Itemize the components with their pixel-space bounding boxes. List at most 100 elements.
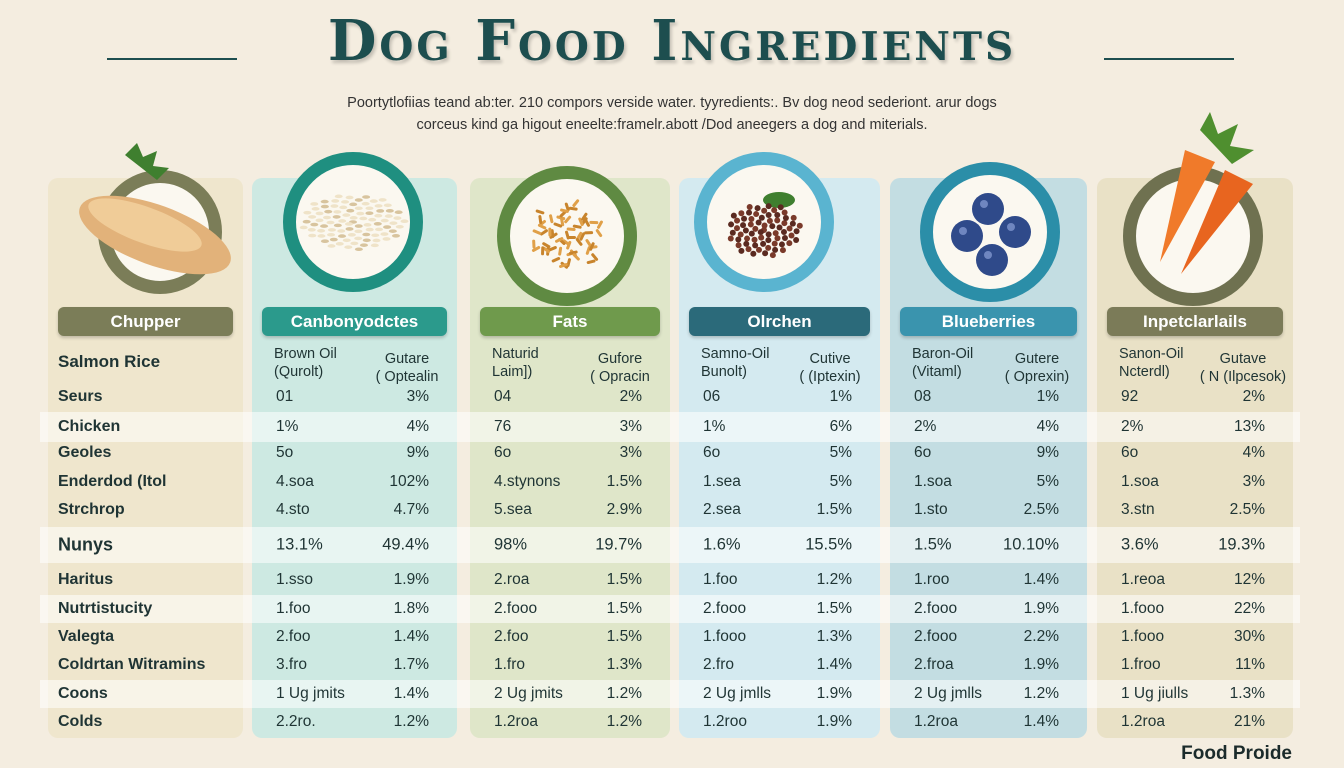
blueberries-icon: [951, 193, 1031, 276]
percent-cell: 1%: [829, 388, 852, 405]
value-cell: 1.5%: [914, 535, 952, 554]
value-cell: 1.sto: [914, 501, 948, 518]
value-cell: 1.6%: [703, 535, 741, 554]
column-header-right: Cutive ( (Iptexin): [785, 350, 875, 386]
header-line: ( Optealin: [375, 369, 439, 385]
row-label: Seurs: [58, 388, 103, 405]
percent-cell: 2.5%: [1229, 501, 1265, 518]
value-cell: 98%: [494, 535, 528, 554]
value-cell: 1.soa: [914, 473, 952, 490]
row-label: Nutrtistucity: [58, 600, 153, 617]
percent-cell: 2%: [1242, 388, 1265, 405]
percent-cell: 3%: [406, 388, 429, 405]
value-cell: 04: [494, 388, 512, 405]
percent-cell: 1.2%: [816, 571, 852, 588]
category-label-3: Olrchen: [689, 307, 870, 336]
percent-cell: 49.4%: [382, 535, 429, 554]
value-cell: 2.roa: [494, 571, 530, 588]
header-line: Gufore: [597, 351, 643, 367]
category-label-4: Blueberries: [900, 307, 1077, 336]
percent-cell: 2.5%: [1023, 501, 1059, 518]
percent-cell: 1.2%: [1023, 685, 1059, 702]
percent-cell: 4%: [1036, 418, 1059, 435]
value-cell: 6o: [703, 444, 721, 461]
header-line: Gutave: [1219, 351, 1267, 367]
percent-cell: 4%: [1242, 444, 1265, 461]
row-label: Enderdod (Itol: [58, 473, 167, 490]
value-cell: 2 Ug jmlls: [703, 685, 772, 702]
value-cell: 2.fooo: [703, 600, 747, 617]
value-cell: 1%: [276, 418, 299, 435]
value-cell: 5.sea: [494, 501, 532, 518]
value-cell: 1.reoa: [1121, 571, 1165, 588]
value-cell: 3.6%: [1121, 535, 1159, 554]
value-cell: 1.soa: [1121, 473, 1159, 490]
column-header-right: Gufore ( Opracin: [575, 350, 665, 386]
percent-cell: 4%: [406, 418, 429, 435]
percent-cell: 1.3%: [816, 628, 852, 645]
percent-cell: 1%: [1036, 388, 1059, 405]
header-line: Bunolt): [701, 364, 747, 380]
row-highlight-band: [40, 527, 1300, 563]
percent-cell: 1.5%: [816, 501, 852, 518]
value-cell: 1.froo: [1121, 656, 1161, 673]
category-label-0: Chupper: [58, 307, 233, 336]
value-cell: 1.foo: [276, 600, 311, 617]
percent-cell: 102%: [389, 473, 429, 490]
percent-cell: 1.9%: [816, 713, 852, 730]
row-label: Salmon Rice: [58, 352, 161, 371]
row-label: Chicken: [58, 418, 121, 435]
value-cell: 2.foo: [276, 628, 311, 645]
column-header-left: Naturid Laim]): [492, 345, 539, 381]
percent-cell: 15.5%: [805, 535, 852, 554]
category-label-2: Fats: [480, 307, 660, 336]
percent-cell: 1.7%: [393, 656, 429, 673]
percent-cell: 19.3%: [1218, 535, 1265, 554]
column-header-left: Sanon-Oil Ncterdl): [1119, 345, 1183, 381]
percent-cell: 4.7%: [393, 501, 429, 518]
header-line: Baron-Oil: [912, 346, 974, 362]
percent-cell: 9%: [406, 444, 429, 461]
percent-cell: 1.9%: [393, 571, 429, 588]
percent-cell: 5%: [829, 444, 852, 461]
percent-cell: 1.8%: [393, 600, 429, 617]
value-cell: 1.2roa: [494, 713, 538, 730]
value-cell: 6o: [494, 444, 512, 461]
value-cell: 1.foo: [703, 571, 738, 588]
percent-cell: 12%: [1233, 571, 1265, 588]
percent-cell: 3%: [1242, 473, 1265, 490]
percent-cell: 30%: [1233, 628, 1265, 645]
percent-cell: 1.9%: [816, 685, 852, 702]
percent-cell: 3%: [619, 444, 642, 461]
header-line: Cutive: [809, 351, 851, 367]
percent-cell: 1.4%: [1023, 713, 1059, 730]
value-cell: 76: [494, 418, 512, 435]
row-highlight-band: [40, 412, 1300, 442]
grains-icon: [531, 199, 603, 269]
carrots-icon: [1160, 112, 1254, 274]
row-label: Haritus: [58, 571, 114, 588]
percent-cell: 2.9%: [606, 501, 642, 518]
value-cell: 1 Ug jiulls: [1121, 685, 1189, 702]
value-cell: 1.2roa: [1121, 713, 1165, 730]
category-label-5: Inpetclarlails: [1107, 307, 1283, 336]
header-line: Brown Oil: [274, 346, 337, 362]
header-line: Ncterdl): [1119, 364, 1170, 380]
percent-cell: 1.2%: [606, 685, 642, 702]
page-title: Dog Food Ingredients: [327, 8, 1017, 74]
subtitle-line-1: Poortytlofiias teand ab:ter. 210 compors…: [347, 95, 997, 111]
percent-cell: 1.9%: [1023, 656, 1059, 673]
percent-cell: 1.4%: [1023, 571, 1059, 588]
title-rule-left: [107, 58, 237, 60]
percent-cell: 5%: [829, 473, 852, 490]
row-label: Coldrtan Witramins: [58, 656, 206, 673]
value-cell: 2 Ug jmlls: [914, 685, 983, 702]
value-cell: 01: [276, 388, 294, 405]
value-cell: 1.2roo: [703, 713, 747, 730]
value-cell: 1.fooo: [703, 628, 747, 645]
percent-cell: 13%: [1233, 418, 1265, 435]
subtitle: Poortytlofiias teand ab:ter. 210 compors…: [250, 92, 1094, 136]
value-cell: 1 Ug jmits: [276, 685, 345, 702]
rice-icon: [299, 194, 409, 252]
percent-cell: 1.2%: [606, 713, 642, 730]
